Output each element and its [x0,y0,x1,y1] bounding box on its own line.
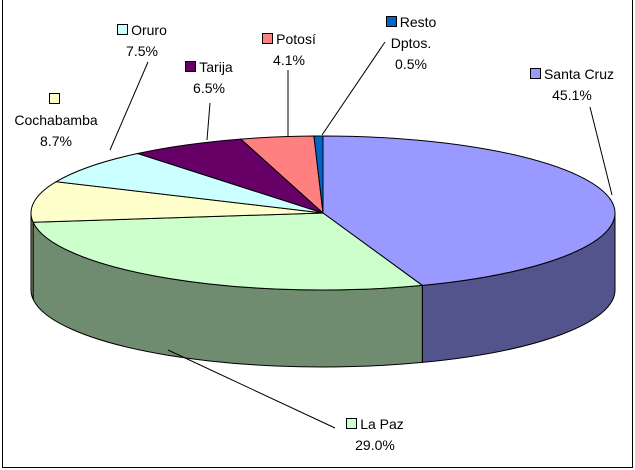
slice [30,181,324,223]
label-name: Tarija [185,59,233,75]
label-value: 7.5% [126,43,158,59]
slice [54,152,324,214]
label-name: La Paz [346,416,404,432]
data-label: La Paz 29.0% [333,414,417,456]
label-name: Resto Dptos. [385,14,436,51]
data-label: Santa Cruz 45.1% [513,64,631,106]
legend-key [529,68,541,79]
slice [32,212,424,291]
label-name: Cochabamba [14,91,98,128]
label-name: Potosí [262,31,316,47]
label-value: 8.7% [40,133,72,149]
leader-line [109,61,149,151]
legend-key [185,61,197,72]
data-label: Oruro 7.5% [106,20,178,62]
slice-side [30,212,34,300]
data-label: Tarija 6.5% [173,57,245,99]
label-name: Oruro [117,22,167,38]
legend-key [346,418,358,429]
label-value: 6.5% [193,80,225,96]
label-value: 0.5% [395,56,427,72]
legend-key [49,93,60,104]
legend-key [117,24,129,35]
slice [322,135,616,286]
label-value: 29.0% [355,437,395,453]
leader-line [321,41,386,136]
leader-line [589,106,613,196]
slice [135,138,324,214]
leader-line [206,102,211,141]
slice [313,135,324,214]
legend-key [262,33,274,44]
label-value: 45.1% [552,87,592,103]
leader-line [167,349,336,429]
label-value: 4.1% [273,52,305,68]
label-name: Santa Cruz [529,66,614,82]
legend-key [385,16,397,27]
data-label: Cochabamba 8.7% [10,89,102,152]
data-label: Potosí 4.1% [253,29,325,71]
data-label: Resto Dptos. 0.5% [380,12,442,75]
